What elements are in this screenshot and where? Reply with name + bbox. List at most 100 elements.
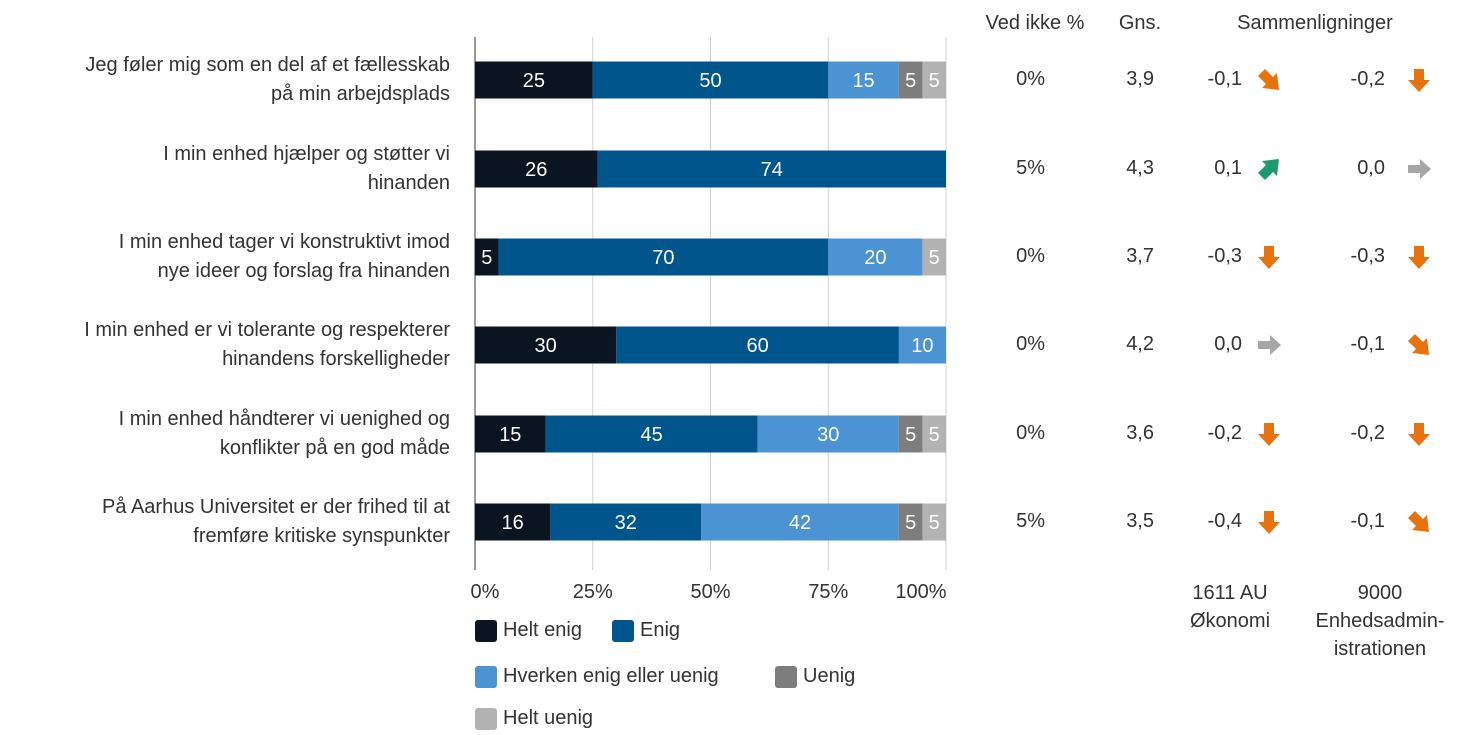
ved-ikke-value: 0% [1016,245,1045,267]
bar-segment [475,415,546,453]
question-label: Jeg føler mig som en del af et fællesska… [0,51,450,109]
gns-value: 3,9 [1126,68,1154,90]
question-label-line: konflikter på en god måde [219,437,450,459]
bar-value-label: 5 [905,512,916,534]
ved-ikke-value: 0% [1016,422,1045,444]
bar-segment [828,238,923,276]
x-tick-label: 50% [690,581,730,603]
comparison-2-value: -0,2 [1350,422,1385,444]
question-label: I min enhed tager vi konstruktivt imod ny… [0,228,450,286]
ved-ikke-value: 5% [1016,510,1045,532]
ved-ikke-value: 0% [1016,68,1045,90]
bar-value-label: 42 [789,512,811,534]
x-tick-labels: 0% 25% 50% 75% 100% [471,581,947,603]
comparison-2-label-line: Enhedsadmin- [1315,610,1445,632]
question-label: I min enhed hjælper og støtter vi hinande… [0,140,450,198]
question-label-line: hinanden [367,172,450,194]
bar-segment [475,503,551,541]
bar-value-label: 20 [864,247,886,269]
gns-header: Gns. [1118,12,1162,34]
ved-ikke-header: Ved ikke % [985,12,1085,34]
bar-value-label: 32 [615,512,637,534]
bar-segment [597,150,946,188]
comparison-2-value: -0,1 [1350,333,1385,355]
bar-segment [757,415,899,453]
gns-value: 4,3 [1126,157,1154,179]
comparison-2-label-line: istrationen [1333,638,1427,660]
legend-item: Helt uenig [475,707,593,730]
legend-label: Helt uenig [503,707,594,729]
legend-label: Helt enig [503,619,582,641]
comparison-1-label-line: 1611 AU [1192,582,1268,604]
x-tick-label: 100% [895,581,946,603]
comparison-1-value: -0,3 [1207,245,1242,267]
gns-value: 4,2 [1126,333,1154,355]
bar-segment [616,326,899,364]
bar-value-label: 5 [905,424,916,446]
bar-value-label: 26 [525,159,547,181]
bar-value-label: 16 [502,512,524,534]
bar-value-label: 60 [746,335,768,357]
bar-value-label: 5 [929,424,940,446]
comparison-2-value: -0,1 [1350,510,1385,532]
legend-swatch [775,665,797,688]
question-label-line: I min enhed er vi tolerante og respekter… [84,319,450,341]
comparison-1-label: 1611 AU Økonomi [1170,579,1290,635]
bar-segment [898,326,946,364]
comparison-2-label: 9000 Enhedsadmin- istrationen [1300,579,1460,663]
arrow-down-icon [1406,67,1432,93]
legend-label: Hverken enig eller uenig [503,665,719,687]
bar-segment [922,61,946,99]
arrow-down-right-icon [1406,509,1432,535]
comparison-1-value: -0,4 [1207,510,1242,532]
bar-value-label: 50 [699,70,721,92]
bar-value-label: 74 [761,159,783,181]
bar-segment [475,61,593,99]
legend-item: Helt enig [475,619,582,642]
bar-segment [922,238,946,276]
arrow-down-icon [1406,421,1432,447]
bar-value-label: 30 [535,335,557,357]
arrow-right-icon [1256,332,1282,358]
x-tick-label: 0% [471,581,500,603]
bar-segment [898,415,923,453]
comparison-2-value: -0,3 [1350,245,1385,267]
bar-segment [545,415,758,453]
bar-value-label: 5 [905,70,916,92]
arrow-down-right-icon [1256,67,1282,93]
ved-ikke-value: 5% [1016,157,1045,179]
legend-item: Hverken enig eller uenig [475,665,719,688]
question-label: I min enhed håndterer vi uenighed og konf… [0,405,450,463]
bar-value-label: 70 [652,247,674,269]
bar-segment [922,415,946,453]
legend-swatch [475,707,497,730]
question-label-line: nye ideer og forslag fra hinanden [157,260,450,282]
question-label-line: På Aarhus Universitet er der frihed til … [102,496,450,518]
question-label: På Aarhus Universitet er der frihed til … [0,493,450,551]
bar-segment [550,503,702,541]
comparison-1-value: 0,1 [1214,157,1242,179]
arrow-up-right-icon [1256,156,1282,182]
gridlines [474,37,947,570]
bar-segment [475,238,499,276]
arrow-down-right-icon [1406,332,1432,358]
arrow-down-icon [1256,509,1282,535]
bar-value-label: 30 [817,424,839,446]
gns-value: 3,7 [1126,245,1154,267]
x-tick-label: 25% [573,581,613,603]
comparison-2-value: -0,2 [1350,68,1385,90]
arrow-down-icon [1256,421,1282,447]
bar-segment [828,61,899,99]
question-label-line: hinandens forskelligheder [222,348,450,370]
bar-value-label: 45 [641,424,663,446]
question-label: I min enhed er vi tolerante og respekter… [0,316,450,374]
legend-swatch [475,665,497,688]
legend-swatch [475,619,497,642]
question-label-line: I min enhed tager vi konstruktivt imod [118,231,450,253]
comparison-2-value: 0,0 [1357,157,1385,179]
bar-value-label: 5 [481,247,492,269]
question-label-line: I min enhed håndterer vi uenighed og [118,408,450,430]
bar-segment [898,61,923,99]
comparison-1-value: 0,0 [1214,333,1242,355]
